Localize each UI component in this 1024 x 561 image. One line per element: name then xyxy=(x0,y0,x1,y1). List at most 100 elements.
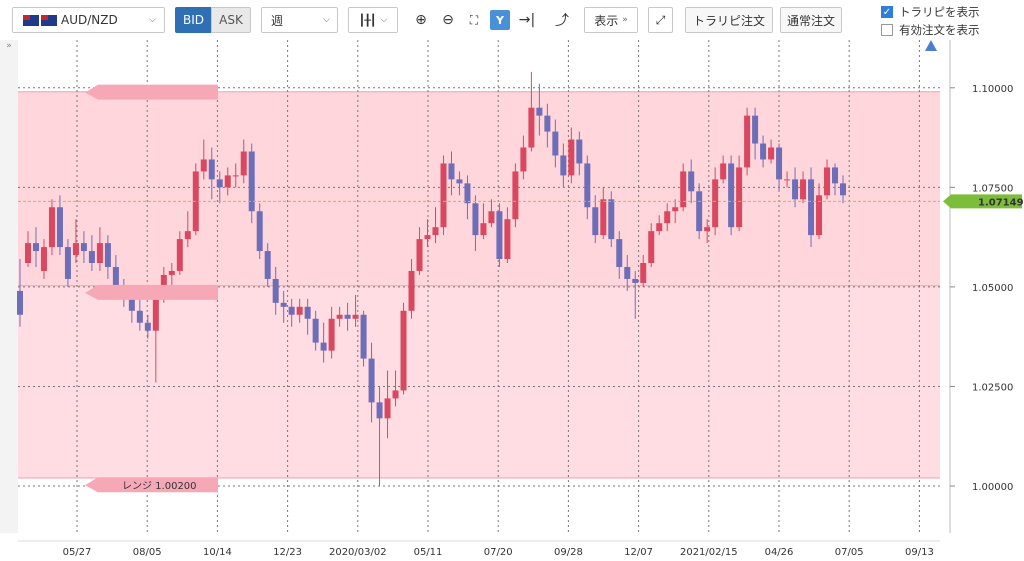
candle-body xyxy=(480,223,487,236)
x-tick-label: 10/14 xyxy=(203,547,232,558)
candle xyxy=(784,171,791,188)
candle-body xyxy=(456,179,463,184)
candle-body xyxy=(672,207,679,212)
candle xyxy=(40,239,47,279)
candle xyxy=(352,294,359,327)
candle-body xyxy=(440,163,447,228)
candle-body xyxy=(704,227,711,232)
candle-body xyxy=(776,147,783,180)
candle xyxy=(216,171,223,204)
display-button[interactable]: 表示 » xyxy=(584,7,638,33)
candle-body xyxy=(424,235,431,240)
zoom-out-icon[interactable]: ⊖ xyxy=(438,10,458,30)
trail-order-button[interactable]: トラリピ注文 xyxy=(685,7,773,33)
candle xyxy=(752,107,759,160)
chevron-down-icon: ⌵ xyxy=(323,15,330,25)
candle-body xyxy=(520,147,527,172)
chart-type-select[interactable]: ┃╂┃ ⌵ xyxy=(348,7,398,33)
candle xyxy=(808,167,815,248)
candle-body xyxy=(720,163,727,180)
expand-panel-icon[interactable]: » xyxy=(6,41,12,51)
candle xyxy=(472,195,479,252)
scroll-up-icon[interactable] xyxy=(925,40,937,51)
candle-body xyxy=(64,247,71,279)
candle-body xyxy=(360,314,367,359)
candle xyxy=(392,370,399,407)
candle xyxy=(816,183,823,240)
candle xyxy=(568,127,575,184)
candle-body xyxy=(752,115,759,144)
candle-body xyxy=(104,243,111,267)
timeframe-select[interactable]: 週 ⌵ xyxy=(261,7,338,33)
candle xyxy=(56,195,63,256)
zoom-in-icon[interactable]: ⊕ xyxy=(411,10,431,30)
candle xyxy=(704,219,711,244)
candle xyxy=(440,155,447,236)
normal-order-button[interactable]: 通常注文 xyxy=(780,7,842,33)
candle-body xyxy=(136,310,143,323)
indicator-icon[interactable]: ⤴ xyxy=(552,10,572,30)
ask-button[interactable]: ASK xyxy=(211,7,251,33)
candle-body xyxy=(216,179,223,188)
candle xyxy=(104,235,111,279)
candle xyxy=(840,175,846,204)
candle-body xyxy=(232,175,239,177)
candle-body xyxy=(184,231,191,240)
candle-body xyxy=(648,231,655,264)
candle xyxy=(496,203,503,267)
expand-icon[interactable]: ⤢ xyxy=(648,7,673,33)
pair-select[interactable]: AUD/NZD ⌵ xyxy=(12,7,165,33)
candle xyxy=(592,195,599,244)
y-tick-label: 1.02500 xyxy=(972,382,1013,393)
candle-body xyxy=(80,243,87,252)
jump-latest-icon[interactable]: →| xyxy=(517,10,537,30)
candle-body xyxy=(584,163,591,208)
candle-body xyxy=(568,139,575,176)
y-tick-label: 1.05000 xyxy=(972,283,1013,294)
x-tick-label: 2021/02/15 xyxy=(680,547,738,558)
candle-body xyxy=(792,179,799,200)
candle-body xyxy=(768,147,775,160)
candle-body xyxy=(624,266,631,279)
candle xyxy=(192,163,199,236)
display-label: 表示 xyxy=(594,13,619,28)
candle xyxy=(832,163,839,196)
y-tick-label: 1.07500 xyxy=(972,183,1013,194)
candle-body xyxy=(344,314,351,319)
candle xyxy=(536,83,543,136)
candle xyxy=(664,203,671,232)
candle-body xyxy=(464,183,471,204)
candle xyxy=(88,235,95,271)
candle xyxy=(728,155,735,236)
candle xyxy=(360,310,367,367)
range-band-inner xyxy=(18,91,940,286)
candle xyxy=(432,207,439,244)
candle-body xyxy=(152,298,159,331)
fit-icon[interactable]: ⛶ xyxy=(464,10,484,30)
candle-body xyxy=(416,239,423,271)
candle-body xyxy=(512,171,519,220)
candle-body xyxy=(280,302,287,307)
candle-body xyxy=(744,115,751,168)
x-axis-panel xyxy=(0,533,1024,561)
candle xyxy=(384,370,391,439)
candle-body xyxy=(592,207,599,236)
show-active-checkbox[interactable]: 有効注文を表示 xyxy=(881,22,980,38)
candle-body xyxy=(400,310,407,391)
candle xyxy=(240,139,247,184)
candle-body xyxy=(32,243,39,252)
candle xyxy=(312,310,319,351)
x-tick-label: 12/23 xyxy=(273,547,302,558)
candle-body xyxy=(472,203,479,236)
y-scale-icon[interactable]: Y xyxy=(490,10,510,30)
x-tick-label: 05/11 xyxy=(414,547,443,558)
candle-body xyxy=(376,402,383,419)
candle xyxy=(280,290,287,323)
candle xyxy=(328,306,335,359)
show-trail-checkbox[interactable]: ✓ トラリピを表示 xyxy=(881,4,980,20)
candle xyxy=(656,215,663,236)
candle-body xyxy=(712,179,719,228)
chart-toolbar: AUD/NZD ⌵ BID ASK 週 ⌵ ┃╂┃ ⌵ ⊕ ⊖ ⛶ Y →| ⤴… xyxy=(0,0,1024,40)
bid-button[interactable]: BID xyxy=(175,7,212,33)
